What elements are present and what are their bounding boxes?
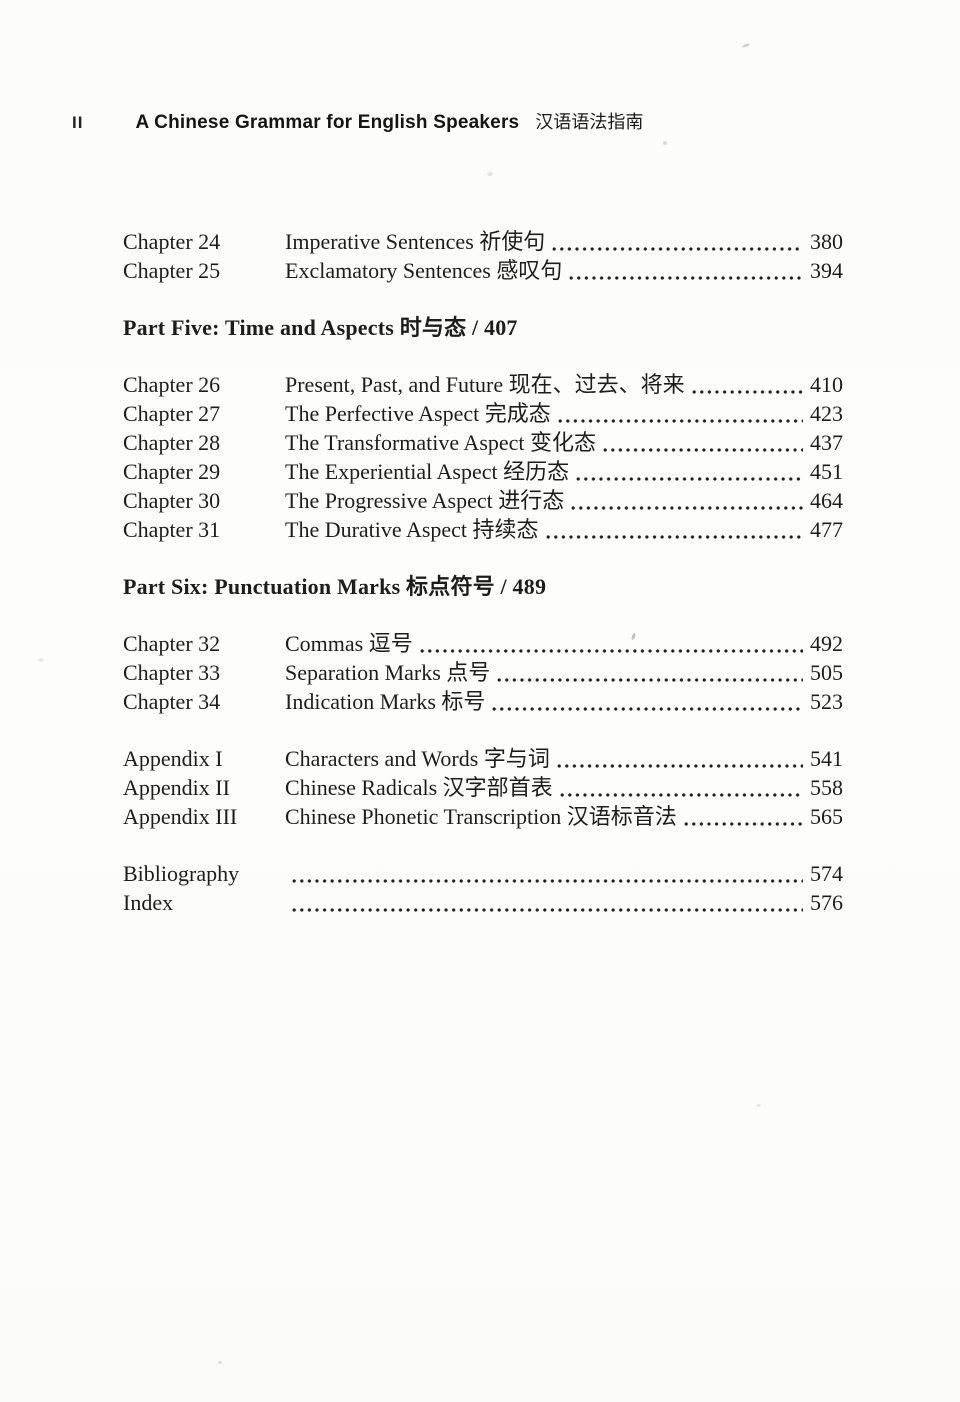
toc-block: Chapter 32 Commas 逗号 492 Chapter 33 Separati… bbox=[123, 629, 843, 716]
entry-page: 565 bbox=[810, 804, 843, 829]
entry-title: The Progressive Aspect 进行态 bbox=[285, 488, 565, 513]
entry-label: Chapter 34 bbox=[123, 689, 221, 714]
entry-page: 437 bbox=[810, 430, 843, 455]
entry-label: Chapter 30 bbox=[123, 488, 221, 513]
dot-leader bbox=[557, 419, 803, 423]
toc-entry: Index 576 bbox=[123, 888, 843, 917]
entry-label: Chapter 32 bbox=[123, 631, 221, 656]
entry-label: Chapter 33 bbox=[123, 660, 221, 685]
entry-title: Separation Marks 点号 bbox=[285, 660, 491, 685]
dot-leader bbox=[571, 506, 803, 510]
entry-title: The Transformative Aspect 变化态 bbox=[285, 430, 597, 455]
part-heading: Part Six: Punctuation Marks 标点符号 / 489 bbox=[123, 574, 547, 599]
page-number: II bbox=[72, 113, 84, 132]
toc-entry: Chapter 33 Separation Marks 点号 505 bbox=[123, 658, 843, 687]
scan-artifact bbox=[663, 141, 667, 145]
entry-title: Indication Marks 标号 bbox=[285, 689, 486, 714]
toc-entry: Chapter 27 The Perfective Aspect 完成态 423 bbox=[123, 399, 843, 428]
entry-title: The Perfective Aspect 完成态 bbox=[285, 401, 551, 426]
entry-title: Exclamatory Sentences 感叹句 bbox=[285, 258, 563, 283]
entry-page: 576 bbox=[810, 890, 843, 915]
book-title-english: A Chinese Grammar for English Speakers bbox=[135, 112, 520, 133]
entry-title: Imperative Sentences 祈使句 bbox=[285, 229, 546, 254]
toc-entry: Appendix I Characters and Words 字与词 541 bbox=[123, 744, 843, 773]
entry-title: Characters and Words 字与词 bbox=[285, 746, 550, 771]
entry-page: 394 bbox=[810, 258, 843, 283]
dot-leader bbox=[691, 390, 803, 394]
dot-leader bbox=[545, 535, 803, 539]
toc-entry: Chapter 32 Commas 逗号 492 bbox=[123, 629, 843, 658]
dot-leader bbox=[576, 477, 803, 481]
entry-page: 492 bbox=[810, 631, 843, 656]
toc-entry: Chapter 25 Exclamatory Sentences 感叹句 394 bbox=[123, 256, 843, 285]
dot-leader bbox=[683, 822, 803, 826]
table-of-contents: Chapter 24 Imperative Sentences 祈使句 380 Cha… bbox=[123, 227, 843, 917]
dot-leader bbox=[419, 649, 803, 653]
scan-artifact bbox=[741, 42, 751, 49]
entry-page: 558 bbox=[810, 775, 843, 800]
entry-label: Index bbox=[123, 890, 174, 915]
entry-title: The Durative Aspect 持续态 bbox=[285, 517, 539, 542]
toc-block: Chapter 24 Imperative Sentences 祈使句 380 Cha… bbox=[123, 227, 843, 285]
entry-page: 477 bbox=[810, 517, 843, 542]
entry-label: Chapter 26 bbox=[123, 372, 221, 397]
toc-block: Chapter 26 Present, Past, and Future 现在、过… bbox=[123, 370, 843, 544]
entry-title: Commas 逗号 bbox=[285, 631, 413, 656]
running-header: II A Chinese Grammar for English Speaker… bbox=[72, 108, 880, 134]
toc-entry: Chapter 29 The Experiential Aspect 经历态 451 bbox=[123, 457, 843, 486]
toc-block: Bibliography 574 Index 576 bbox=[123, 859, 843, 917]
entry-title: Present, Past, and Future 现在、过去、将来 bbox=[285, 372, 685, 397]
entry-page: 410 bbox=[810, 372, 843, 397]
entry-title: Chinese Radicals 汉字部首表 bbox=[285, 775, 553, 800]
entry-label: Chapter 28 bbox=[123, 430, 221, 455]
part-heading: Part Five: Time and Aspects 时与态 / 407 bbox=[123, 315, 518, 340]
entry-page: 541 bbox=[810, 746, 843, 771]
entry-label: Bibliography bbox=[123, 861, 240, 886]
toc-entry: Chapter 24 Imperative Sentences 祈使句 380 bbox=[123, 227, 843, 256]
entry-title: The Experiential Aspect 经历态 bbox=[285, 459, 570, 484]
dot-leader bbox=[559, 793, 803, 797]
toc-entry: Appendix II Chinese Radicals 汉字部首表 558 bbox=[123, 773, 843, 802]
toc-entry: Chapter 30 The Progressive Aspect 进行态 464 bbox=[123, 486, 843, 515]
entry-page: 451 bbox=[810, 459, 843, 484]
toc-entry: Chapter 28 The Transformative Aspect 变化态 4… bbox=[123, 428, 843, 457]
dot-leader bbox=[492, 707, 803, 711]
entry-label: Chapter 31 bbox=[123, 517, 221, 542]
toc-entry: Chapter 26 Present, Past, and Future 现在、过… bbox=[123, 370, 843, 399]
entry-page: 574 bbox=[810, 861, 843, 886]
entry-page: 523 bbox=[810, 689, 843, 714]
entry-label: Appendix III bbox=[123, 804, 238, 829]
book-title-chinese: 汉语语法指南 bbox=[535, 112, 644, 132]
entry-page: 464 bbox=[810, 488, 843, 513]
scan-artifact bbox=[218, 1361, 222, 1364]
dot-leader bbox=[569, 276, 803, 280]
toc-entry: Chapter 34 Indication Marks 标号 523 bbox=[123, 687, 843, 716]
toc-entry: Appendix III Chinese Phonetic Transcripti… bbox=[123, 802, 843, 831]
entry-label: Chapter 24 bbox=[123, 229, 221, 254]
dot-leader bbox=[292, 879, 803, 883]
scan-artifact bbox=[487, 172, 493, 176]
dot-leader bbox=[552, 247, 803, 251]
entry-label: Chapter 29 bbox=[123, 459, 221, 484]
entry-title: Chinese Phonetic Transcription 汉语标音法 bbox=[285, 804, 677, 829]
toc-entry: Chapter 31 The Durative Aspect 持续态 477 bbox=[123, 515, 843, 544]
entry-label: Chapter 27 bbox=[123, 401, 221, 426]
entry-page: 380 bbox=[810, 229, 843, 254]
entry-page: 505 bbox=[810, 660, 843, 685]
dot-leader bbox=[556, 764, 803, 768]
entry-page: 423 bbox=[810, 401, 843, 426]
dot-leader bbox=[292, 908, 803, 912]
dot-leader bbox=[497, 678, 803, 682]
entry-label: Appendix I bbox=[123, 746, 223, 771]
toc-block: Appendix I Characters and Words 字与词 541 App… bbox=[123, 744, 843, 831]
toc-entry: Bibliography 574 bbox=[123, 859, 843, 888]
dot-leader bbox=[603, 448, 803, 452]
entry-label: Appendix II bbox=[123, 775, 230, 800]
entry-label: Chapter 25 bbox=[123, 258, 221, 283]
scan-artifact bbox=[756, 1104, 761, 1107]
scan-artifact bbox=[38, 658, 44, 662]
